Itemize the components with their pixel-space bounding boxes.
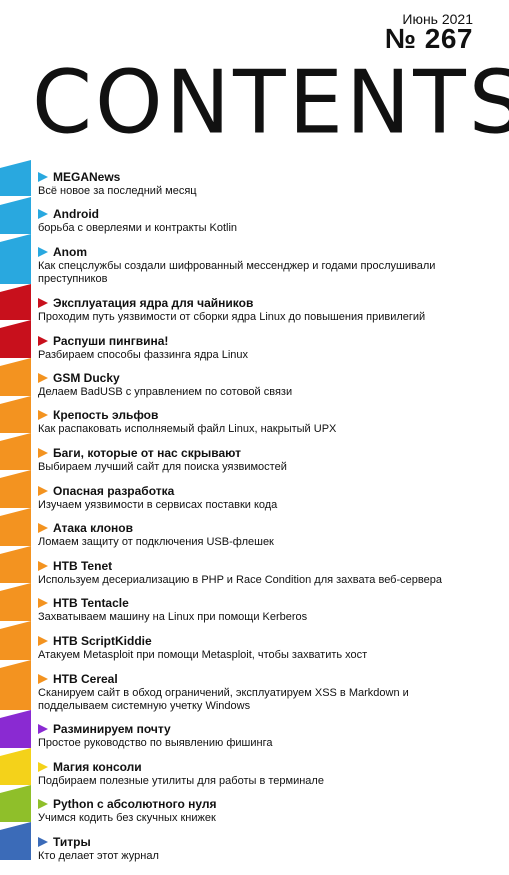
play-arrow-icon	[38, 336, 48, 346]
toc-entry-heading[interactable]: Баги, которые от нас скрывают	[38, 446, 241, 460]
section-color-stripe	[0, 508, 31, 546]
toc-entry-description: Используем десериализацию в PHP и Race C…	[38, 574, 442, 586]
section-color-stripe	[0, 433, 31, 470]
toc-entry-title[interactable]: Атака клонов	[53, 521, 133, 535]
play-arrow-icon	[38, 762, 48, 772]
toc-entry-heading[interactable]: Опасная разработка	[38, 484, 174, 498]
toc-entry-description: борьба с оверлеями и контракты Kotlin	[38, 222, 238, 234]
toc-entry-heading[interactable]: Титры	[38, 835, 91, 849]
toc-entry-heading[interactable]: Атака клонов	[38, 521, 133, 535]
toc-entry-title[interactable]: Python с абсолютного нуля	[53, 797, 217, 811]
toc-entry-heading[interactable]: GSM Ducky	[38, 371, 120, 385]
section-color-stripe	[0, 160, 31, 196]
toc-entry-description: Подбираем полезные утилиты для работы в …	[38, 775, 324, 787]
toc-entry-title[interactable]: GSM Ducky	[53, 371, 120, 385]
play-arrow-icon	[38, 209, 48, 219]
issue-date: Июнь 2021	[402, 11, 473, 27]
toc-entry-heading[interactable]: Крепость эльфов	[38, 408, 158, 422]
play-arrow-icon	[38, 598, 48, 608]
toc-entry-title[interactable]: MEGANews	[53, 170, 121, 184]
toc-entry-title[interactable]: Баги, которые от нас скрывают	[53, 446, 242, 460]
toc-entry-title[interactable]: Разминируем почту	[53, 722, 171, 736]
toc-entry-title[interactable]: Эксплуатация ядра для чайников	[53, 296, 254, 310]
play-arrow-icon	[38, 410, 48, 420]
toc-entry-heading[interactable]: HTB ScriptKiddie	[38, 634, 152, 648]
play-arrow-icon	[38, 561, 48, 571]
toc-entry-title[interactable]: Крепость эльфов	[53, 408, 159, 422]
toc-entry-title[interactable]: HTB ScriptKiddie	[53, 634, 152, 648]
play-arrow-icon	[38, 247, 48, 257]
section-color-stripe	[0, 284, 31, 320]
section-color-stripe	[0, 197, 31, 234]
toc-entry-description: Атакуем Metasploit при помощи Metasploit…	[38, 649, 368, 661]
toc-entry-title[interactable]: Магия консоли	[53, 760, 142, 774]
toc-entry-title[interactable]: Распуши пингвина!	[53, 334, 169, 348]
toc-entry-heading[interactable]: HTB Tentacle	[38, 596, 129, 610]
section-color-stripe	[0, 234, 31, 284]
toc-entry-title[interactable]: Anom	[53, 245, 87, 259]
toc-entry-description: Сканируем сайт в обход ограничений, эксп…	[38, 687, 409, 712]
section-color-stripe	[0, 358, 31, 396]
toc-entry-description: Учимся кодить без скучных книжек	[38, 812, 216, 824]
section-color-stripe	[0, 660, 31, 710]
toc-entry-title[interactable]: HTB Cereal	[53, 672, 118, 686]
toc-entry-description: Как спецслужбы создали шифрованный мессе…	[38, 260, 436, 285]
toc-entry-heading[interactable]: Python с абсолютного нуля	[38, 797, 217, 811]
section-color-stripe	[0, 320, 31, 358]
toc-entry-description: Проходим путь уязвимости от сборки ядра …	[38, 311, 426, 323]
play-arrow-icon	[38, 298, 48, 308]
toc-entry-description: Разбираем способы фаззинга ядра Linux	[38, 349, 249, 361]
section-color-stripe	[0, 546, 31, 583]
play-arrow-icon	[38, 373, 48, 383]
toc-entry-heading[interactable]: Эксплуатация ядра для чайников	[38, 296, 253, 310]
section-color-stripe	[0, 583, 31, 621]
toc-entry-description: Кто делает этот журнал	[38, 850, 159, 862]
toc-entry-description: Изучаем уязвимости в сервисах поставки к…	[38, 499, 278, 511]
section-color-stripe	[0, 822, 31, 860]
section-color-stripe	[0, 621, 31, 660]
toc-entry-description: Захватываем машину на Linux при помощи K…	[38, 611, 308, 623]
toc-entry-title[interactable]: HTB Tentacle	[53, 596, 129, 610]
toc-entry-description: Как распаковать исполняемый файл Linux, …	[38, 423, 337, 435]
toc-entry-description: Выбираем лучший сайт для поиска уязвимос…	[38, 461, 287, 473]
toc-entry-heading[interactable]: Разминируем почту	[38, 722, 171, 736]
toc-entry-description: Ломаем защиту от подключения USB-флешек	[38, 536, 274, 548]
play-arrow-icon	[38, 636, 48, 646]
play-arrow-icon	[38, 724, 48, 734]
section-color-stripe	[0, 785, 31, 822]
toc-entry-heading[interactable]: Распуши пингвина!	[38, 334, 168, 348]
toc-entry-heading[interactable]: Android	[38, 207, 99, 221]
play-arrow-icon	[38, 523, 48, 533]
section-color-stripe	[0, 748, 31, 785]
toc-entry-heading[interactable]: MEGANews	[38, 170, 120, 184]
play-arrow-icon	[38, 172, 48, 182]
toc-entry-title[interactable]: Титры	[53, 835, 91, 849]
toc-entry-title[interactable]: Опасная разработка	[53, 484, 175, 498]
play-arrow-icon	[38, 448, 48, 458]
toc-entry-heading[interactable]: Магия консоли	[38, 760, 142, 774]
toc-entry-heading[interactable]: HTB Tenet	[38, 559, 112, 573]
play-arrow-icon	[38, 799, 48, 809]
issue-number: № 267	[384, 23, 473, 54]
toc-entry-heading[interactable]: Anom	[38, 245, 87, 259]
page-title: CONTENTS	[32, 52, 509, 154]
section-color-stripe	[0, 396, 31, 433]
toc-entry-title[interactable]: Android	[53, 207, 99, 221]
play-arrow-icon	[38, 674, 48, 684]
toc-entry-title[interactable]: HTB Tenet	[53, 559, 113, 573]
section-color-stripe	[0, 470, 31, 508]
play-arrow-icon	[38, 837, 48, 847]
section-color-stripe	[0, 710, 31, 748]
toc-entry-description: Простое руководство по выявлению фишинга	[38, 737, 273, 749]
toc-entry-description: Всё новое за последний месяц	[38, 185, 197, 197]
play-arrow-icon	[38, 486, 48, 496]
toc-entry-description: Делаем BadUSB с управлением по сотовой с…	[38, 386, 293, 398]
toc-entry-heading[interactable]: HTB Cereal	[38, 672, 118, 686]
